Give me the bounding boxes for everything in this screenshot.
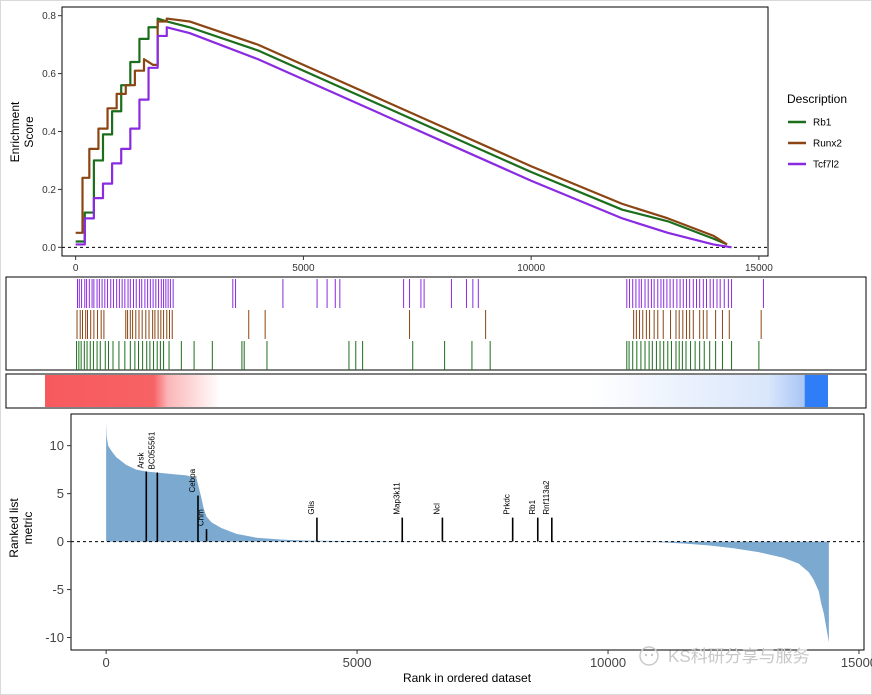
x-tick-label: 0 [103, 655, 110, 670]
gene-label: Ncl [432, 503, 441, 515]
series-line-rb1 [75, 17, 728, 246]
series-line-tcf7l2 [75, 26, 732, 249]
legend-label-rb1: Rb1 [813, 118, 832, 129]
legend: Description Rb1 Runx2 Tcf7l2 [787, 92, 847, 171]
y-tick-label: 0 [57, 534, 64, 549]
gene-label: Glis [307, 501, 316, 515]
enrichment-y-label-line2: Score [22, 116, 36, 148]
legend-items: Rb1 Runx2 Tcf7l2 [788, 118, 842, 171]
gene-label: Prkdc [503, 494, 512, 514]
x-tick-label: 0 [73, 263, 79, 274]
y-tick-label: -10 [45, 630, 64, 645]
y-tick-label: 0.0 [42, 243, 56, 254]
legend-label-runx2: Runx2 [813, 139, 842, 150]
x-tick-label: 10000 [590, 655, 626, 670]
watermark: KS科研分享与服务 [639, 646, 810, 666]
enrichment-plot-frame [61, 6, 769, 257]
ranked-y-axis: -10 -5 0 5 10 [45, 438, 71, 645]
gene-label: BC055561 [147, 431, 156, 469]
ranked-y-label-line2: metric [21, 512, 35, 545]
x-tick-label: 5000 [292, 263, 315, 274]
enrichment-x-axis: 0 5000 10000 15000 [73, 256, 773, 274]
y-tick-label: 0.8 [42, 11, 56, 22]
gene-label: Map3k11 [392, 482, 401, 515]
legend-label-tcf7l2: Tcf7l2 [813, 160, 840, 171]
gene-label: Arsk [136, 452, 145, 469]
hit-marks-frame [5, 276, 867, 371]
ranked-metric-panel: Arsk BC055561 Cebpa Chm Glis Map3k11 Ncl Prkdc R… [7, 413, 872, 685]
ranked-metric-area [106, 421, 829, 643]
y-tick-label: -5 [52, 582, 64, 597]
ranked-x-label: Rank in ordered dataset [403, 671, 532, 685]
enrichment-score-panel: 0.0 0.2 0.4 0.6 0.8 0 5000 10000 15000 Enrichme… [8, 6, 773, 274]
wechat-icon [639, 646, 659, 666]
rank-gradient-panel [5, 373, 867, 409]
gene-label: Cebpa [188, 468, 197, 492]
positive-rank-gradient [45, 375, 221, 407]
watermark-text: KS科研分享与服务 [668, 647, 810, 666]
enrichment-series [75, 17, 732, 249]
x-tick-label: 10000 [517, 263, 545, 274]
enrichment-y-axis: 0.0 0.2 0.4 0.6 0.8 [42, 11, 62, 254]
y-tick-label: 5 [57, 486, 64, 501]
y-tick-label: 0.2 [42, 185, 56, 196]
gene-labels: Arsk BC055561 Cebpa Chm Glis Map3k11 Ncl Prkdc R… [136, 431, 553, 542]
hit-marks-panel [5, 276, 867, 371]
x-tick-label: 15000 [841, 655, 872, 670]
ranked-x-axis: 0 5000 10000 15000 [103, 650, 872, 670]
series-line-runx2 [75, 17, 728, 246]
gene-label: Rb1 [528, 499, 537, 514]
enrichment-y-label-line1: Enrichment [8, 101, 22, 162]
y-tick-label: 0.6 [42, 69, 56, 80]
x-tick-label: 5000 [343, 655, 372, 670]
y-tick-label: 0.4 [42, 127, 56, 138]
ranked-y-label-line1: Ranked list [7, 498, 21, 558]
negative-rank-gradient [589, 375, 828, 407]
y-tick-label: 10 [50, 438, 64, 453]
legend-title: Description [787, 92, 847, 106]
ranked-metric-frame [70, 413, 865, 651]
gene-label: Rnf113a2 [542, 480, 551, 515]
x-tick-label: 15000 [745, 263, 773, 274]
rank-gradient-frame [5, 373, 867, 409]
gene-label: Chm [197, 509, 206, 526]
hit-marks [76, 279, 764, 370]
